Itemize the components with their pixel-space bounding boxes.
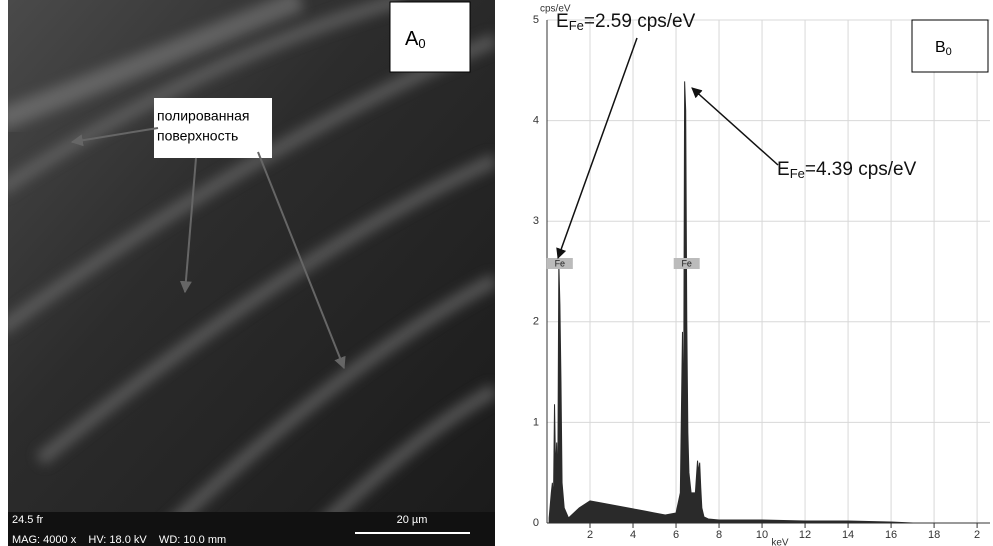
- x-tick-label: 4: [630, 529, 636, 541]
- peak-label-box: [673, 258, 700, 269]
- y-tick-label: 2: [533, 316, 539, 328]
- annotation-main: E: [777, 159, 790, 180]
- x-tick-label: 8: [716, 529, 722, 541]
- x-tick-label: 16: [885, 529, 897, 541]
- spectrum: [548, 81, 913, 524]
- annotation-main: E: [556, 11, 569, 32]
- x-tick-label: 12: [799, 529, 811, 541]
- panel-label-box: [911, 19, 989, 73]
- annotation-sub: Fe: [790, 166, 805, 181]
- panel-label-main: B: [935, 39, 946, 56]
- y-axis-label: cps/eV: [540, 4, 571, 15]
- annotation-rest: =2.59 cps/eV: [584, 11, 696, 32]
- y-tick-label: 4: [533, 115, 539, 127]
- annotation: EFe=4.39 cps/eV: [777, 159, 917, 181]
- annotation-rest: =4.39 cps/eV: [805, 159, 917, 180]
- annotation-sub: Fe: [569, 18, 584, 33]
- x-tick-label: 14: [842, 529, 854, 541]
- callout-text: поверхность: [157, 128, 238, 144]
- y-tick-label: 1: [533, 416, 539, 428]
- x-tick-label: 2: [587, 529, 593, 541]
- panel-label: A0: [405, 28, 426, 51]
- x-axis-label: keV: [771, 538, 789, 546]
- panel-label-sub: 0: [946, 46, 952, 58]
- x-tick-label: 6: [673, 529, 679, 541]
- y-tick-label: 5: [533, 14, 539, 26]
- x-tick-label: 18: [928, 529, 940, 541]
- callout-box: [154, 98, 272, 158]
- arrow: [556, 37, 638, 259]
- peak-label: Fe: [681, 258, 692, 268]
- peak-label-box: [546, 258, 573, 269]
- scale-text: 20 µm: [397, 514, 428, 526]
- peak-label: Fe: [555, 258, 566, 268]
- y-tick-label: 3: [533, 215, 539, 227]
- callout-arrows: [70, 127, 346, 370]
- callout-text: полированная: [157, 108, 250, 124]
- arrow: [691, 87, 779, 166]
- x-tick-label: 10: [756, 529, 768, 541]
- annotation: EFe=2.59 cps/eV: [556, 11, 696, 33]
- y-tick-label: 0: [533, 517, 539, 529]
- sem-image: [8, 0, 495, 546]
- info-text: MAG: 4000 x HV: 18.0 kV WD: 10.0 mm: [12, 534, 226, 546]
- panel-label-box: [389, 1, 471, 73]
- x-tick-label: 2: [974, 529, 980, 541]
- frame-text: 24.5 fr: [12, 514, 44, 526]
- panel-label: B0: [935, 39, 952, 58]
